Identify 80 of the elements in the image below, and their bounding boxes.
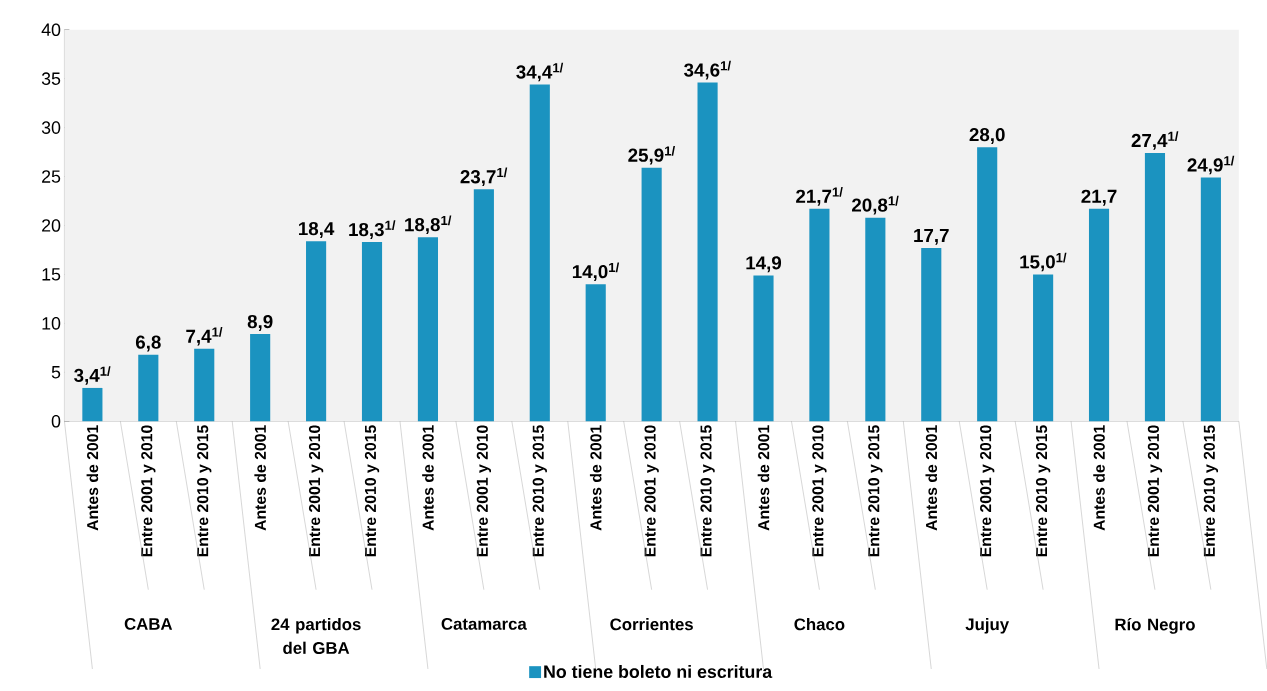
bar bbox=[138, 354, 159, 422]
bar bbox=[1144, 153, 1166, 422]
data-label: 6,8 bbox=[135, 335, 161, 352]
y-tick-label: 15 bbox=[42, 268, 61, 281]
bar bbox=[1033, 274, 1054, 422]
x-tick-label: Antes de 2001 bbox=[589, 425, 602, 531]
bar bbox=[921, 248, 942, 422]
data-label: 7,4$^{1/}$ bbox=[186, 327, 223, 346]
data-label: 14,0$^{1/}$ bbox=[572, 262, 620, 282]
bar bbox=[529, 84, 550, 422]
bar bbox=[977, 147, 998, 422]
text: Río Negro bbox=[1115, 618, 1195, 634]
x-tick-label: Entre 2001 y 2010 bbox=[476, 425, 492, 557]
data-label: 34,4$^{1/}$ bbox=[516, 62, 564, 82]
data-label: 27,4$^{1/}$ bbox=[1131, 131, 1179, 150]
data-label: 3,4$^{1/}$ bbox=[74, 366, 111, 385]
data-label: 14,9 bbox=[746, 256, 782, 273]
data-label: 24,9$^{1/}$ bbox=[1187, 155, 1235, 175]
data-label: 21,7$^{1/}$ bbox=[796, 187, 843, 206]
x-tick-label: Entre 2010 y 2015 bbox=[364, 425, 380, 557]
bar bbox=[865, 217, 886, 422]
data-label: 20,8$^{1/}$ bbox=[852, 195, 899, 215]
bar bbox=[585, 284, 606, 422]
x-tick-label: Entre 2001 y 2010 bbox=[141, 425, 156, 557]
x-tick-label: Entre 2010 y 2015 bbox=[868, 425, 883, 557]
x-tick-label: Antes de 2001 bbox=[86, 425, 99, 531]
x-tick-label: Antes de 2001 bbox=[422, 425, 434, 531]
data-label: 18,8$^{1/}$ bbox=[405, 215, 452, 235]
data-label: 18,3$^{1/}$ bbox=[349, 220, 396, 240]
text: Catamarca bbox=[441, 618, 527, 630]
x-tick-label: Antes de 2001 bbox=[254, 425, 266, 531]
text: Jujuy bbox=[965, 618, 1010, 634]
y-tick-label: 35 bbox=[41, 72, 61, 86]
bar bbox=[1200, 177, 1221, 422]
data-label: 34,6$^{1/}$ bbox=[684, 60, 731, 80]
bar bbox=[809, 208, 830, 422]
x-tick-label: Entre 2001 y 2010 bbox=[1147, 425, 1163, 557]
x-tick-label: Entre 2001 y 2010 bbox=[308, 425, 324, 557]
bar bbox=[194, 348, 215, 422]
y-tick-label: 10 bbox=[42, 317, 61, 330]
y-tick-label: 40 bbox=[41, 23, 61, 37]
y-tick-label: 25 bbox=[42, 170, 61, 183]
bar bbox=[82, 388, 103, 422]
bar bbox=[250, 334, 271, 422]
text: CABA bbox=[124, 618, 173, 630]
text: 24 partidos del GBA bbox=[271, 618, 361, 655]
data-label: 21,7 bbox=[1081, 189, 1117, 206]
legend-label: No tiene boleto ni escritura bbox=[544, 665, 773, 679]
data-label: 23,7$^{1/}$ bbox=[460, 167, 508, 187]
bar bbox=[1088, 208, 1110, 422]
x-tick-label: Entre 2010 y 2015 bbox=[700, 425, 715, 557]
y-tick-label: 0 bbox=[51, 415, 61, 428]
bar bbox=[473, 189, 494, 422]
bar bbox=[753, 275, 774, 422]
x-tick-label: Entre 2010 y 2015 bbox=[1203, 425, 1219, 557]
x-tick-label: Entre 2001 y 2010 bbox=[812, 425, 827, 557]
bar bbox=[417, 237, 439, 422]
y-tick-label: 5 bbox=[51, 366, 61, 379]
bar bbox=[641, 167, 662, 422]
data-label: 28,0 bbox=[969, 128, 1005, 145]
x-tick-label: Entre 2001 y 2010 bbox=[644, 425, 659, 557]
y-tick-label: 20 bbox=[42, 219, 61, 232]
x-tick-label: Antes de 2001 bbox=[1093, 425, 1105, 531]
data-label: 8,9 bbox=[247, 315, 273, 332]
x-tick-label: Entre 2010 y 2015 bbox=[532, 425, 547, 557]
x-tick-label: Entre 2001 y 2010 bbox=[980, 425, 995, 557]
x-tick-label: Antes de 2001 bbox=[925, 425, 938, 531]
data-label: 15,0$^{1/}$ bbox=[1020, 252, 1067, 272]
x-tick-label: Antes de 2001 bbox=[757, 425, 770, 531]
bar bbox=[697, 82, 718, 422]
bar bbox=[361, 242, 383, 422]
data-label: 17,7 bbox=[914, 229, 949, 245]
data-label: 18,4 bbox=[299, 222, 335, 239]
text: Corrientes bbox=[610, 618, 693, 631]
x-tick-label: Entre 2010 y 2015 bbox=[1035, 425, 1051, 557]
x-tick-label: Entre 2010 y 2015 bbox=[197, 425, 212, 557]
y-tick-label: 30 bbox=[41, 121, 61, 134]
text: Chaco bbox=[794, 618, 845, 631]
data-label: 25,9$^{1/}$ bbox=[628, 146, 675, 165]
bar bbox=[306, 241, 327, 422]
